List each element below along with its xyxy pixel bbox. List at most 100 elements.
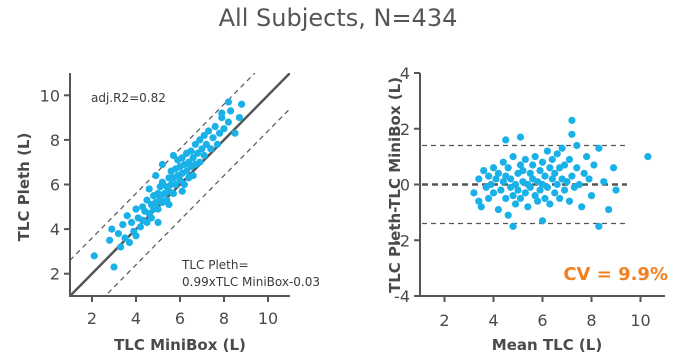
data-point: [514, 186, 522, 194]
data-point: [196, 136, 204, 144]
data-point: [521, 189, 529, 197]
data-point: [519, 166, 527, 175]
data-point: [487, 180, 495, 189]
data-point: [516, 161, 525, 169]
data-point: [207, 145, 215, 153]
data-point: [502, 194, 510, 203]
regression-equation-line-1: TLC Pleth=: [181, 258, 249, 272]
data-point: [511, 180, 520, 189]
data-point: [238, 100, 246, 108]
data-point: [178, 187, 186, 195]
data-point: [123, 212, 131, 220]
data-point: [565, 197, 574, 205]
x-axis-label: TLC MiniBox (L): [114, 336, 246, 354]
data-point: [558, 144, 566, 152]
data-point: [511, 200, 520, 208]
data-point: [578, 203, 586, 211]
data-points: [90, 98, 246, 271]
identity-line: [70, 73, 290, 296]
data-point: [196, 158, 204, 166]
data-point: [536, 166, 544, 175]
data-point: [172, 180, 180, 189]
data-point: [143, 196, 151, 204]
data-point: [541, 172, 549, 180]
x-tick-label: 8: [219, 309, 229, 328]
data-point: [218, 109, 226, 117]
data-point: [548, 175, 556, 183]
data-point: [504, 164, 512, 172]
data-point: [605, 205, 613, 214]
data-point: [489, 189, 498, 197]
data-point: [475, 197, 483, 205]
data-point: [502, 136, 510, 144]
data-point: [209, 134, 217, 142]
data-point: [585, 175, 593, 183]
y-axis-label: TLC Pleth-TLC MiniBox (L): [386, 77, 404, 293]
data-point: [497, 186, 505, 194]
x-tick-label: 4: [488, 311, 498, 330]
data-point: [136, 223, 144, 231]
data-point: [499, 178, 507, 186]
data-point: [165, 200, 173, 209]
data-point: [145, 185, 153, 193]
data-point: [568, 116, 576, 124]
y-tick-label: -4: [394, 287, 410, 306]
bland-altman-plot: 2 4 6 8 10 -4 -2 0 2 4 CV = 9.9% Mean TLC (L) TLC…: [386, 64, 668, 354]
data-point: [531, 192, 539, 200]
r2-annotation: adj.R2=0.82: [91, 91, 166, 105]
data-point: [480, 166, 488, 175]
data-point: [553, 180, 561, 189]
data-point: [205, 127, 213, 135]
x-tick-label: 6: [537, 311, 547, 330]
y-tick-label: 0: [400, 176, 410, 195]
data-point: [546, 164, 554, 172]
x-tick-label: 6: [175, 309, 185, 328]
data-point: [546, 200, 554, 208]
data-point: [560, 161, 569, 169]
data-point: [489, 164, 498, 172]
data-point: [121, 234, 129, 242]
data-point: [516, 133, 525, 141]
y-tick-label: 10: [40, 86, 60, 105]
data-point: [200, 151, 208, 160]
data-point: [119, 221, 127, 229]
x-tick-label: 10: [258, 309, 278, 328]
y-tick-label: 8: [50, 131, 60, 150]
data-point: [220, 125, 228, 133]
data-point: [560, 186, 569, 194]
data-point: [573, 164, 581, 172]
data-point: [526, 183, 534, 191]
data-point: [590, 161, 598, 169]
data-point: [516, 194, 525, 203]
data-point: [536, 186, 544, 194]
ticks: 2 4 6 8 10 2 4 6 8 10: [40, 86, 279, 328]
data-point: [106, 236, 114, 244]
data-point: [509, 192, 517, 200]
data-point: [90, 252, 98, 260]
x-tick-label: 4: [131, 309, 141, 328]
data-point: [548, 155, 556, 164]
y-tick-label: 2: [50, 265, 60, 284]
data-point: [551, 189, 559, 197]
data-point: [580, 169, 588, 177]
x-tick-label: 10: [630, 311, 650, 330]
data-point: [169, 151, 177, 160]
data-point: [612, 186, 620, 194]
data-point: [158, 160, 166, 169]
data-point: [568, 172, 576, 180]
x-tick-label: 2: [439, 311, 449, 330]
data-point: [509, 153, 517, 161]
y-tick-label: 4: [50, 220, 60, 239]
data-point: [191, 140, 199, 148]
data-point: [509, 222, 517, 230]
data-point: [477, 203, 485, 211]
data-point: [494, 205, 502, 214]
data-point: [224, 118, 232, 126]
data-point: [609, 164, 618, 172]
data-point: [504, 211, 512, 219]
regression-equation-line-2: 0.99xTLC MiniBox-0.03: [182, 275, 320, 289]
limit-line-2: [104, 108, 290, 296]
limit-line-1: [70, 73, 256, 261]
data-point: [521, 155, 529, 164]
